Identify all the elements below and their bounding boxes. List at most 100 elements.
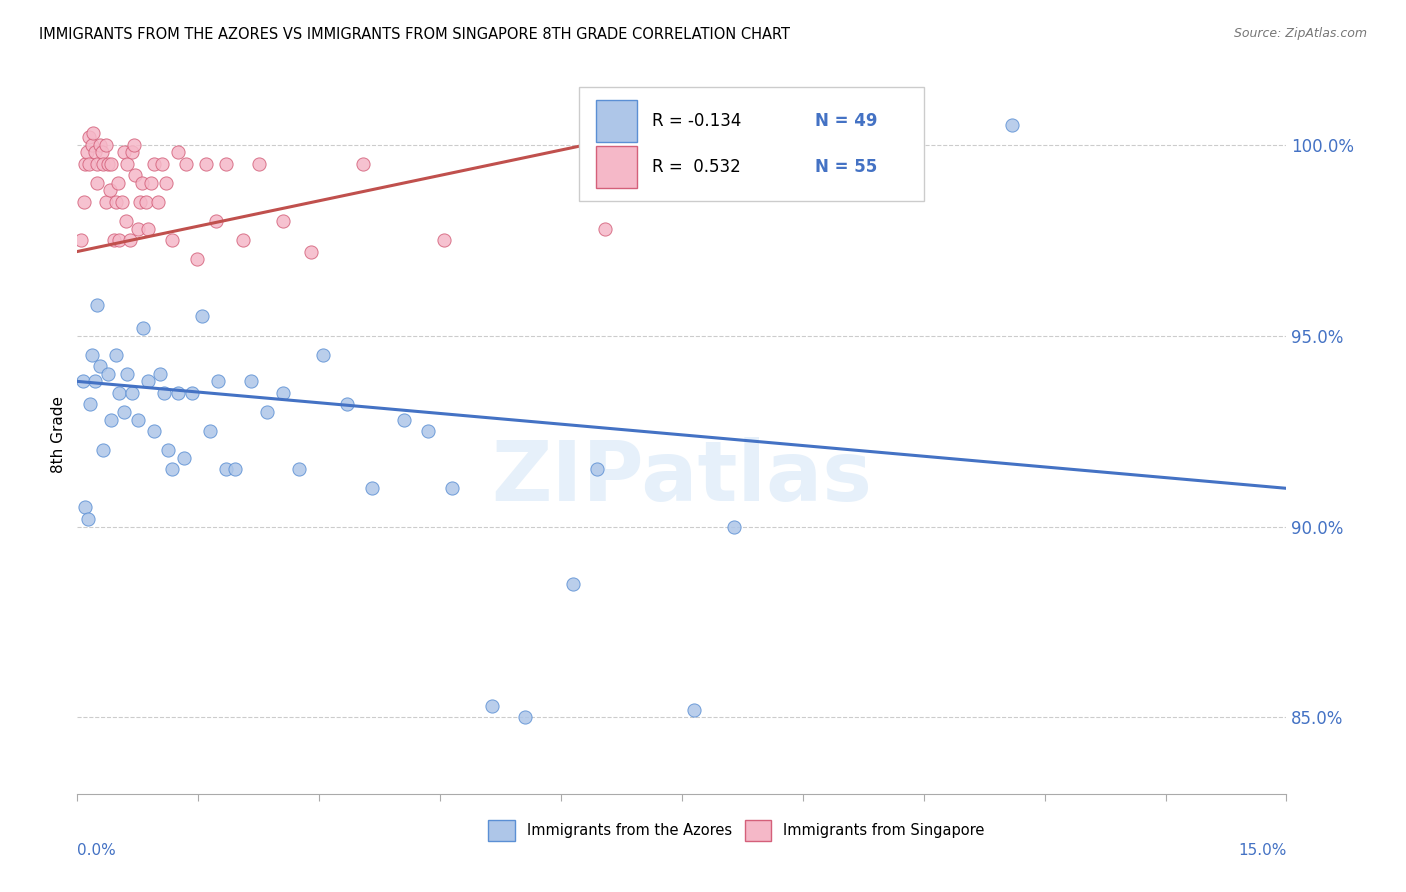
Text: Immigrants from Singapore: Immigrants from Singapore: [783, 823, 984, 838]
Point: [174, 156, 197, 170]
Point: [135, 194, 157, 209]
Point: [441, 481, 464, 495]
Point: [136, 221, 159, 235]
Point: [111, 194, 134, 209]
Point: [91, 443, 114, 458]
Point: [162, 462, 184, 476]
Text: ZIPatlas: ZIPatlas: [492, 437, 872, 518]
Point: [108, 233, 131, 247]
Point: [122, 137, 145, 152]
Point: [114, 214, 136, 228]
Point: [94, 137, 117, 152]
Point: [98, 183, 121, 197]
Point: [117, 156, 139, 170]
Point: [416, 424, 439, 438]
Point: [146, 194, 169, 209]
Point: [513, 710, 536, 724]
Point: [142, 424, 165, 438]
Point: [91, 156, 114, 170]
Text: N = 49: N = 49: [815, 112, 877, 130]
Point: [112, 405, 135, 419]
Point: [595, 221, 617, 235]
Point: [124, 168, 146, 182]
Point: [155, 176, 177, 190]
Point: [90, 145, 112, 160]
Point: [156, 443, 179, 458]
Point: [108, 385, 131, 400]
Point: [271, 214, 294, 228]
Point: [481, 699, 503, 714]
Point: [84, 375, 107, 389]
Point: [299, 244, 322, 259]
Text: N = 55: N = 55: [815, 158, 877, 176]
Point: [76, 512, 98, 526]
Point: [132, 321, 155, 335]
Point: [86, 156, 108, 170]
Point: [683, 703, 706, 717]
Point: [142, 156, 165, 170]
Point: [94, 194, 117, 209]
Point: [433, 233, 456, 247]
Point: [73, 194, 96, 209]
Point: [148, 367, 170, 381]
Text: R = -0.134: R = -0.134: [652, 112, 741, 130]
Point: [232, 233, 254, 247]
Point: [76, 145, 98, 160]
Point: [89, 137, 111, 152]
Point: [150, 156, 173, 170]
Point: [82, 126, 104, 140]
Text: 0.0%: 0.0%: [77, 843, 117, 858]
Point: [562, 576, 585, 591]
Point: [256, 405, 278, 419]
Point: [336, 397, 359, 411]
Point: [288, 462, 311, 476]
Point: [86, 298, 108, 312]
Point: [75, 500, 97, 515]
Bar: [596, 100, 637, 142]
Point: [136, 375, 159, 389]
Point: [80, 137, 103, 152]
Point: [80, 348, 103, 362]
Point: [360, 481, 382, 495]
Point: [173, 450, 195, 465]
Point: [247, 156, 270, 170]
Point: [153, 385, 176, 400]
Point: [723, 519, 745, 533]
Point: [207, 375, 229, 389]
Point: [312, 348, 335, 362]
Point: [1001, 119, 1024, 133]
Point: [141, 176, 163, 190]
Point: [127, 221, 149, 235]
Point: [215, 462, 238, 476]
Point: [112, 145, 135, 160]
Point: [127, 412, 149, 426]
Point: [103, 233, 125, 247]
Point: [392, 412, 415, 426]
Point: [100, 156, 122, 170]
Point: [180, 385, 202, 400]
Text: Immigrants from the Azores: Immigrants from the Azores: [527, 823, 733, 838]
Point: [79, 397, 101, 411]
Point: [200, 424, 222, 438]
Point: [79, 130, 101, 145]
Point: [224, 462, 246, 476]
Point: [195, 156, 218, 170]
Point: [100, 412, 122, 426]
Point: [86, 176, 108, 190]
Bar: [596, 146, 637, 188]
Bar: [745, 820, 772, 841]
Point: [186, 252, 208, 267]
Point: [215, 156, 238, 170]
Point: [72, 375, 94, 389]
Point: [586, 462, 609, 476]
Point: [167, 385, 190, 400]
Point: [107, 176, 129, 190]
Bar: [488, 820, 515, 841]
Point: [118, 233, 141, 247]
Point: [75, 156, 97, 170]
Point: [121, 385, 143, 400]
Text: R =  0.532: R = 0.532: [652, 158, 741, 176]
Point: [105, 194, 128, 209]
Point: [89, 359, 111, 373]
Point: [105, 348, 128, 362]
